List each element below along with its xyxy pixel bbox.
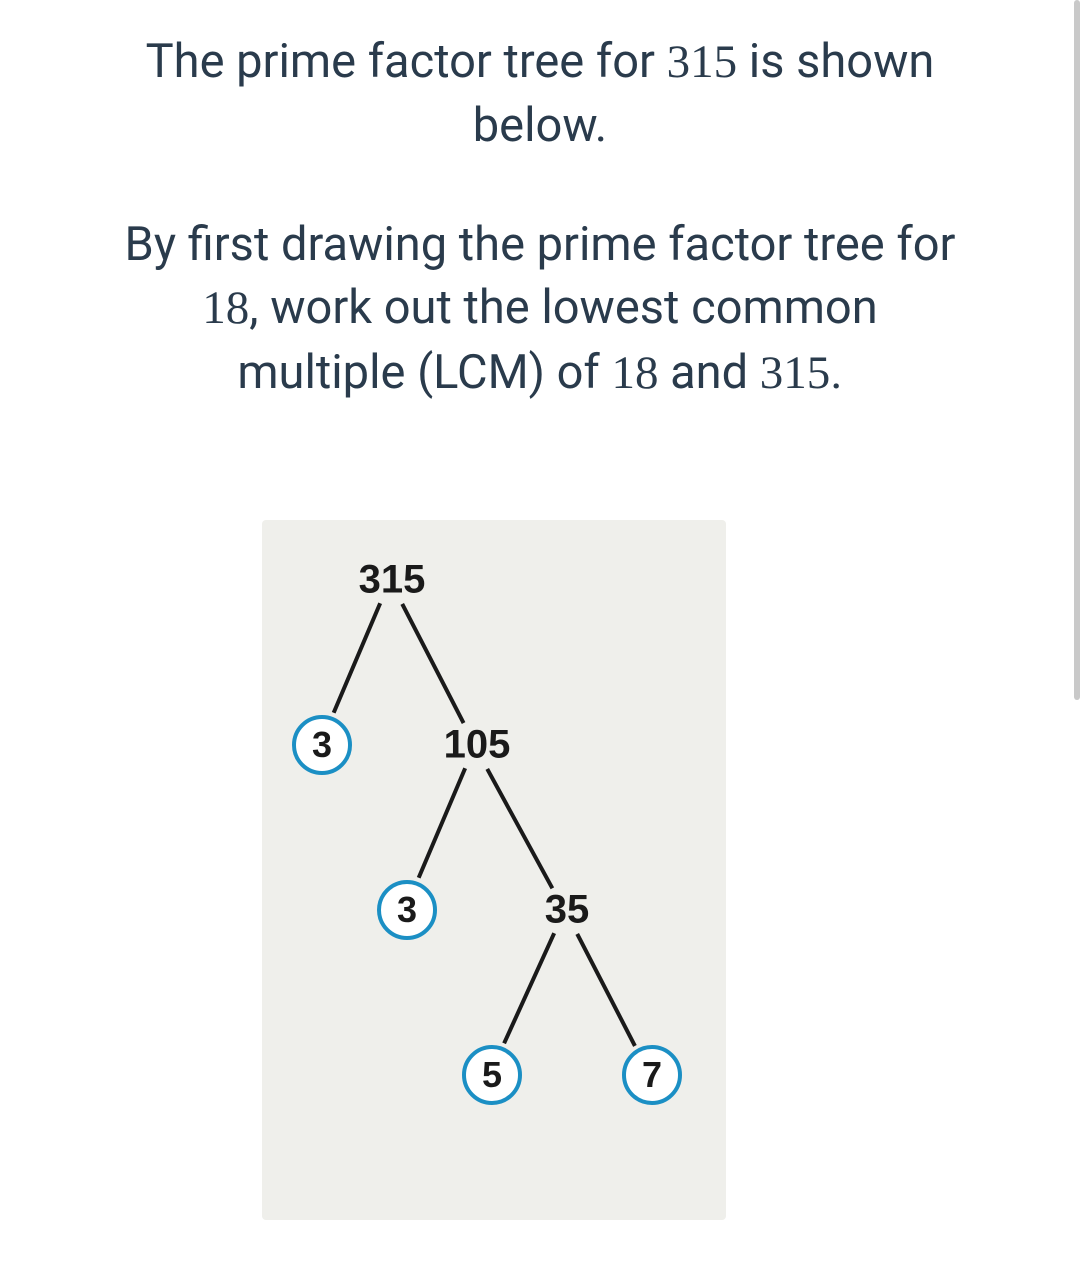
question-line-4: 18, work out the lowest common: [20, 276, 1060, 340]
prime-node: 3: [377, 880, 437, 940]
text: is shown: [737, 34, 934, 89]
factor-tree-panel: 315 3 105 3 35 5 7: [262, 520, 726, 1220]
prime-node: 7: [622, 1045, 682, 1105]
question-line-1: The prime factor tree for 315 is shown: [20, 30, 1060, 94]
tree-edge: [332, 602, 382, 713]
value-18: 18: [202, 282, 249, 334]
question-line-3: By first drawing the prime factor tree f…: [20, 213, 1060, 276]
tree-edge: [400, 603, 465, 724]
prime-node: 3: [292, 715, 352, 775]
scrollbar-thumb[interactable]: [1074, 0, 1080, 700]
text: and: [658, 345, 759, 400]
text: multiple (LCM) of: [237, 345, 611, 400]
composite-node: 35: [545, 888, 590, 933]
composite-node: 105: [444, 723, 511, 768]
question-line-2: below.: [20, 94, 1060, 157]
tree-edge: [502, 932, 556, 1044]
question-line-5: multiple (LCM) of 18 and 315.: [20, 341, 1060, 405]
prime-node: 5: [462, 1045, 522, 1105]
value-315b: 315: [760, 347, 831, 399]
value-18b: 18: [611, 347, 658, 399]
question-block: The prime factor tree for 315 is shown b…: [0, 0, 1080, 405]
tree-edge: [486, 768, 555, 889]
composite-node: 315: [359, 558, 426, 603]
text: The prime factor tree for: [146, 34, 667, 89]
tree-edge: [575, 933, 636, 1046]
tree-edge: [417, 767, 467, 878]
text: .: [830, 345, 842, 400]
value-315: 315: [667, 36, 738, 88]
text: , work out the lowest common: [249, 280, 877, 335]
scrollbar[interactable]: [1074, 0, 1080, 1261]
